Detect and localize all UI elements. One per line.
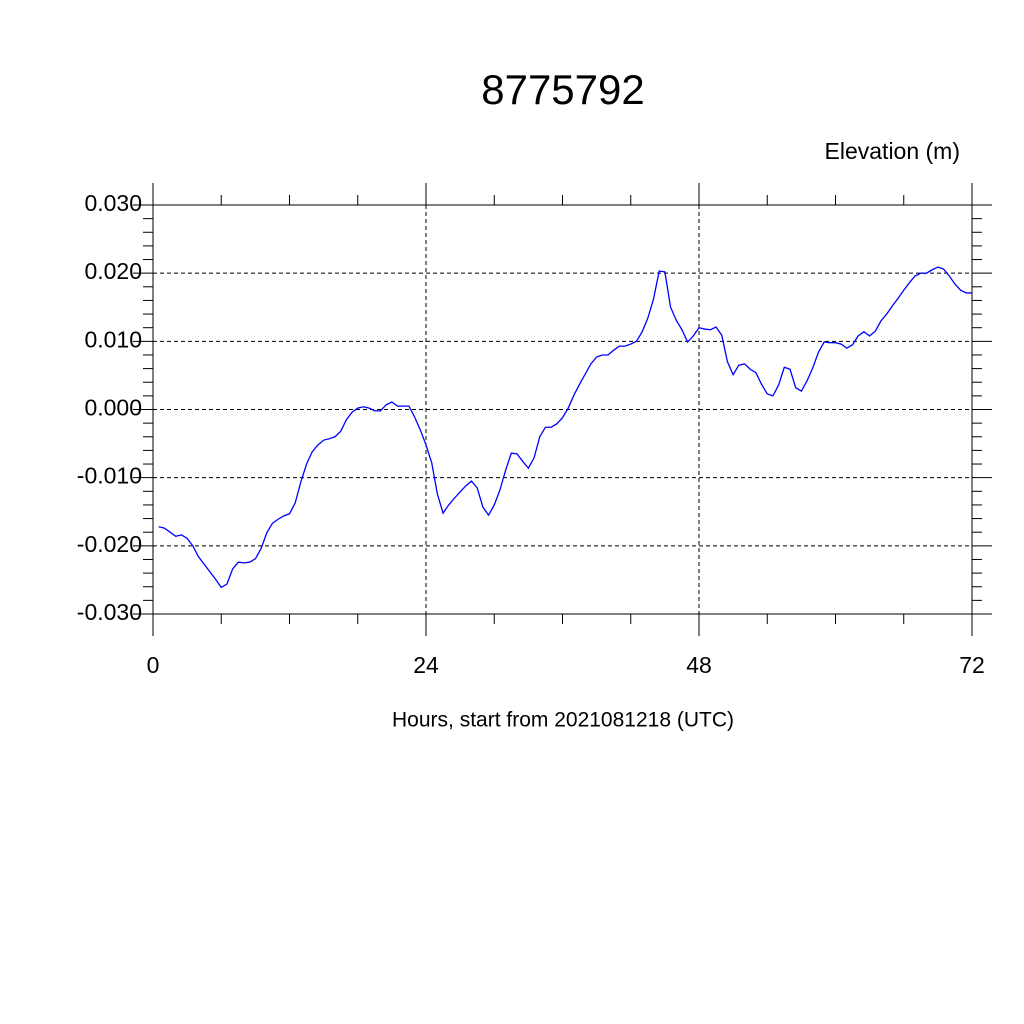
data-line xyxy=(158,266,972,589)
y-tick-label: 0.020 xyxy=(84,258,142,284)
x-tick-label: 48 xyxy=(686,652,712,678)
y-tick-label: 0.030 xyxy=(84,190,142,216)
y-tick-label: -0.010 xyxy=(77,463,142,489)
y-tick-label: -0.030 xyxy=(77,599,142,625)
y-tick-label: 0.010 xyxy=(84,326,142,352)
x-tick-label: 24 xyxy=(413,652,439,678)
y-axis-label: Elevation (m) xyxy=(825,138,960,164)
x-tick-label: 0 xyxy=(147,652,160,678)
x-axis-label: Hours, start from 2021081218 (UTC) xyxy=(392,709,734,732)
x-tick-label: 72 xyxy=(959,652,985,678)
y-tick-label: -0.020 xyxy=(77,531,142,557)
y-tick-label: 0.000 xyxy=(84,395,142,421)
plot-frame xyxy=(152,204,973,615)
chart-title: 8775792 xyxy=(481,66,645,113)
